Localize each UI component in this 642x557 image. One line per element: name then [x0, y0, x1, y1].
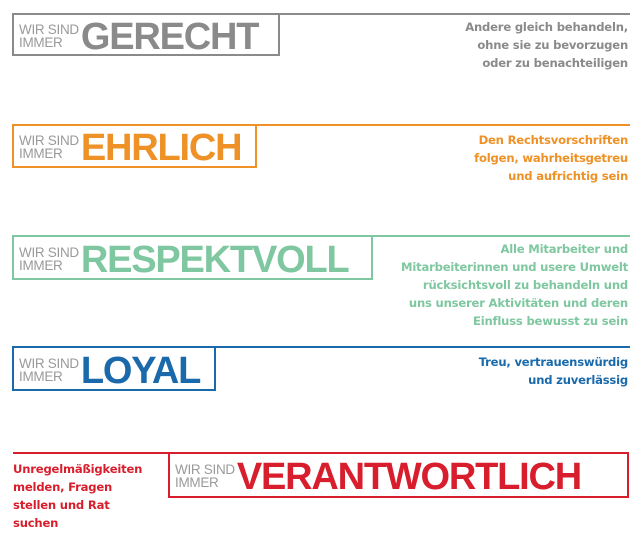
divider-verantwortlich	[13, 452, 169, 454]
divider-gerecht	[279, 13, 630, 15]
divider-loyal	[215, 346, 630, 348]
value-box-ehrlich: WIR SIND IMMER EHRLICH	[12, 124, 257, 168]
prefix-line2: IMMER	[175, 475, 219, 490]
prefix-line1: WIR SIND	[175, 462, 235, 477]
value-word-verantwortlich: VERANTWORTLICH	[236, 456, 582, 498]
description-loyal: Treu, vertrauenswürdig und zuverlässig	[478, 355, 628, 387]
prefix-label: WIR SIND IMMER	[19, 133, 79, 161]
value-box-verantwortlich: WIR SIND IMMER VERANTWORTLICH	[168, 452, 629, 498]
value-box-respektvoll: WIR SIND IMMER RESPEKTVOLL	[12, 235, 373, 280]
value-box-gerecht: WIR SIND IMMER GERECHT	[12, 13, 280, 56]
prefix-line1: WIR SIND	[19, 21, 79, 37]
prefix-label: WIR SIND IMMER	[19, 244, 79, 273]
value-box-loyal: WIR SIND IMMER LOYAL	[12, 346, 216, 391]
value-word-gerecht: GERECHT	[80, 15, 260, 58]
description-respektvoll: Alle Mitarbeiter und Mitarbeiterinnen un…	[401, 242, 628, 328]
prefix-line1: WIR SIND	[19, 355, 79, 371]
description-ehrlich: Den Rechtsvorschriften folgen, wahrheits…	[474, 133, 628, 183]
prefix-label: WIR SIND IMMER	[19, 21, 79, 50]
description-verantwortlich: Unregelmäßigkeiten melden, Fragen stelle…	[13, 462, 143, 530]
prefix-line1: WIR SIND	[19, 133, 79, 148]
value-word-respektvoll: RESPEKTVOLL	[80, 238, 350, 281]
description-gerecht: Andere gleich behandeln, ohne sie zu bev…	[465, 20, 628, 70]
divider-ehrlich	[256, 124, 630, 126]
prefix-line2: IMMER	[19, 368, 63, 384]
value-word-ehrlich: EHRLICH	[80, 127, 243, 169]
prefix-line1: WIR SIND	[19, 244, 79, 260]
prefix-line2: IMMER	[19, 146, 63, 161]
divider-respektvoll	[372, 235, 630, 237]
prefix-label: WIR SIND IMMER	[19, 355, 79, 384]
prefix-line2: IMMER	[19, 34, 63, 50]
prefix-line2: IMMER	[19, 257, 63, 273]
prefix-label: WIR SIND IMMER	[175, 462, 235, 490]
value-word-loyal: LOYAL	[80, 349, 201, 392]
